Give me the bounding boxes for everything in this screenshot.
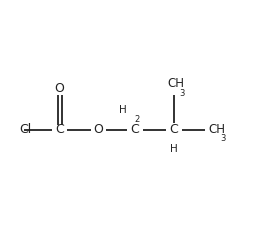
Text: CH: CH xyxy=(166,77,183,90)
Text: C: C xyxy=(169,123,178,136)
Text: 3: 3 xyxy=(178,89,183,98)
Text: H: H xyxy=(169,144,177,154)
Text: C: C xyxy=(130,123,139,136)
Text: O: O xyxy=(54,82,64,95)
Text: CH: CH xyxy=(207,123,224,136)
Text: H: H xyxy=(119,105,126,115)
Text: 2: 2 xyxy=(134,115,139,124)
Text: 3: 3 xyxy=(219,134,225,143)
Text: C: C xyxy=(55,123,64,136)
Text: Cl: Cl xyxy=(19,123,31,136)
Text: O: O xyxy=(93,123,103,136)
